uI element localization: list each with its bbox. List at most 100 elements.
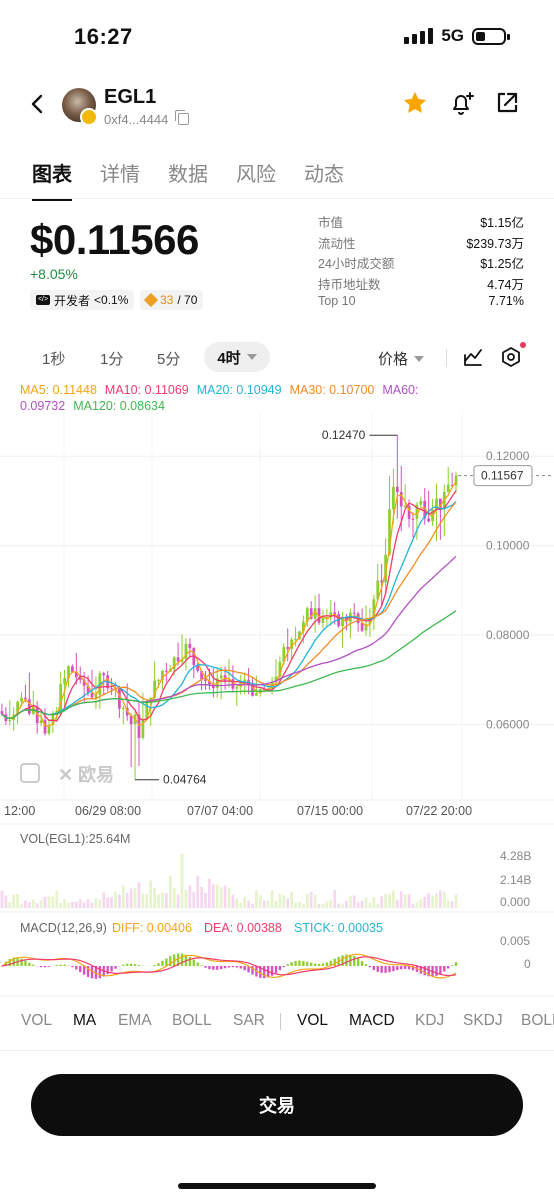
network-label: 5G [441,26,464,45]
holders-badge[interactable]: 33 / 70 [140,290,204,310]
tab-activity[interactable]: 动态 [304,164,344,186]
macd-histogram-bar [396,966,399,971]
indicator-macd[interactable]: MACD [349,1012,395,1029]
volume-bar [431,895,434,908]
indicator-vol-main[interactable]: VOL [21,1012,53,1029]
stat-row: 持币地址数 4.74万 [318,274,524,295]
back-arrow-icon[interactable] [28,92,48,116]
volume-bar [294,902,297,908]
candle-body [376,580,380,600]
macd-histogram-bar [59,964,62,966]
macd-histogram-bar [407,966,411,970]
developer-icon: </> [36,295,50,305]
volume-bar [137,881,141,908]
volume-bar [368,902,372,908]
macd-histogram-bar [216,966,219,970]
price-type-label: 价格 [378,351,409,368]
stat-label: 市值 [318,216,344,230]
candle-body [47,725,51,734]
candle-body [333,612,337,615]
indicator-sar[interactable]: SAR [233,1012,265,1029]
interval-5m[interactable]: 5分 [157,351,181,368]
candle-body [219,675,223,679]
indicator-ema[interactable]: EMA [118,1012,152,1029]
ma10-label: MA10: 0.11069 [104,383,189,397]
macd-histogram-bar [329,960,332,966]
volume-bar [67,902,70,908]
volume-bar [125,892,129,908]
volume-bar [208,878,211,908]
candle-body [251,685,254,696]
candle-body [172,657,176,670]
candle-body [352,612,356,614]
macd-histogram-bar [79,966,82,973]
macd-histogram-bar [47,966,51,967]
macd-histogram-bar [388,966,391,973]
macd-histogram-bar [270,966,274,976]
candle-body [59,684,63,712]
candle-body [0,711,4,715]
volume-tick-label: 0.000 [500,895,530,909]
trade-button[interactable]: 交易 [31,1074,523,1136]
indicator-kdj[interactable]: KDJ [415,1012,445,1029]
volume-bar [329,899,333,908]
indicator-skdj[interactable]: SKDJ [463,1012,503,1029]
candle-body [208,680,211,685]
ma120-label: MA120: 0.08634 [73,399,165,413]
macd-histogram-bar [259,966,262,978]
interval-1m[interactable]: 1分 [100,351,124,368]
price-change: +8.05% [30,266,78,282]
favorite-star-icon[interactable] [401,89,429,117]
interval-1s[interactable]: 1秒 [42,351,66,368]
candle-body [450,484,454,486]
macd-histogram-bar [368,966,372,968]
tab-chart[interactable]: 图表 [32,158,72,201]
indicator-chart-icon[interactable] [462,346,484,368]
developer-badge[interactable]: </> 开发者 <0.1% [30,290,135,310]
settings-hexagon-icon[interactable] [500,346,522,368]
time-tick-label: 07/22 20:00 [406,804,472,818]
volume-bar [282,895,286,908]
volume-bar [360,900,364,908]
macd-histogram-bar [302,960,305,966]
price-alert-icon[interactable] [447,88,477,118]
indicator-boll[interactable]: BOLL [172,1012,212,1029]
volume-bar [200,886,203,908]
indicator-boll-sub[interactable]: BOLL [521,1012,554,1029]
volume-tick-label: 4.28B [500,849,531,863]
developer-value: <0.1% [94,293,129,307]
candle-body [309,608,313,619]
price-type-dropdown[interactable]: 价格 [378,348,425,369]
candle-body [305,608,309,622]
copy-icon[interactable] [175,110,189,125]
volume-bar [184,889,188,908]
indicator-ma[interactable]: MA [73,1012,97,1029]
tab-data[interactable]: 数据 [168,164,208,186]
volume-bar [274,900,278,908]
volume-bar [423,896,427,908]
candle-body [302,621,305,632]
candle-body [446,484,450,492]
candle-body [227,679,231,682]
volume-bar [337,903,340,908]
candle-body [380,580,384,583]
tab-details[interactable]: 详情 [100,164,140,186]
tab-bar: 图表 详情 数据 风险 动态 [32,158,344,201]
candle-body [188,644,192,649]
candle-body [74,671,78,678]
interval-4h-dropdown[interactable]: 4时 [204,342,270,372]
indicator-vol-sub[interactable]: VOL [297,1012,329,1029]
candle-body [325,617,329,619]
candle-body [384,554,387,583]
volume-bar [348,896,352,908]
tab-risk[interactable]: 风险 [236,164,276,186]
stat-value: 4.74万 [487,277,524,292]
macd-histogram-bar [227,966,231,968]
candle-body [180,659,184,662]
volume-bar [192,891,196,908]
share-icon[interactable] [494,90,520,116]
volume-bar [161,892,164,908]
macd-histogram-bar [247,966,250,973]
price-chart[interactable]: 0.12000 0.10000 0.08000 0.06000 12:00 06/29 … [0,376,554,1046]
macd-histogram-bar [341,955,344,966]
